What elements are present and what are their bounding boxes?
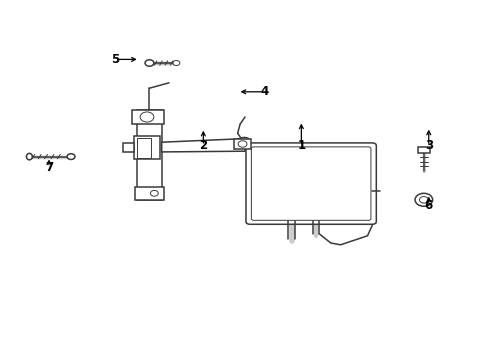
Bar <box>135 187 164 200</box>
Circle shape <box>173 60 180 66</box>
Text: 6: 6 <box>425 199 433 212</box>
Circle shape <box>145 60 154 66</box>
Text: 1: 1 <box>297 139 305 152</box>
Circle shape <box>238 141 247 147</box>
Circle shape <box>419 197 428 203</box>
Circle shape <box>415 193 433 206</box>
Circle shape <box>140 112 154 122</box>
Text: 2: 2 <box>199 139 207 152</box>
Bar <box>123 143 134 152</box>
Bar <box>134 136 160 159</box>
Text: 4: 4 <box>261 85 269 98</box>
Text: 3: 3 <box>425 139 433 152</box>
Text: 7: 7 <box>45 161 53 174</box>
Circle shape <box>67 154 75 159</box>
Bar <box>234 139 251 149</box>
Bar <box>137 110 162 200</box>
Ellipse shape <box>235 138 250 147</box>
Text: 5: 5 <box>111 53 119 66</box>
Bar <box>137 138 151 158</box>
Bar <box>418 147 430 153</box>
FancyBboxPatch shape <box>246 143 376 224</box>
Circle shape <box>150 190 158 196</box>
Ellipse shape <box>26 153 32 160</box>
Polygon shape <box>162 139 245 152</box>
Bar <box>132 110 164 124</box>
